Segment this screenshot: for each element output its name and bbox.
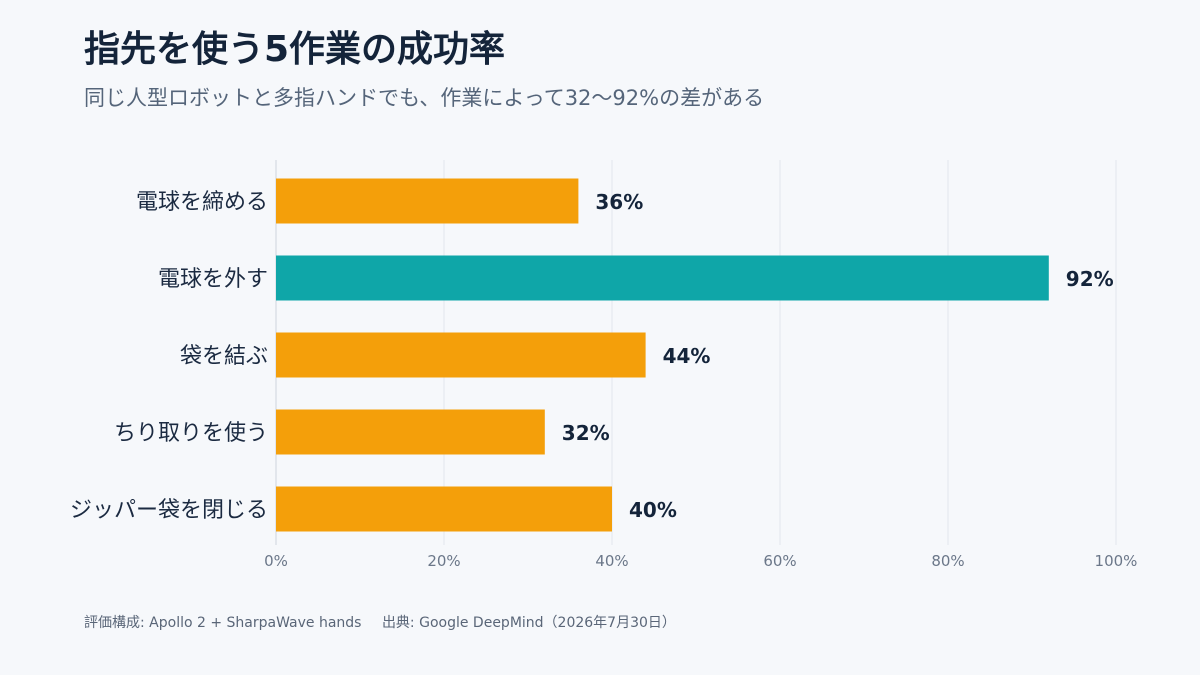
footer-config: 評価構成: Apollo 2 + SharpaWave hands [84, 615, 362, 631]
x-tick-label: 40% [595, 552, 628, 570]
x-tick-label: 80% [931, 552, 964, 570]
value-label: 92% [1066, 267, 1114, 291]
value-label: 32% [562, 421, 610, 445]
category-label: ちり取りを使う [114, 421, 268, 446]
x-tick-label: 0% [264, 552, 288, 570]
value-label: 36% [595, 190, 643, 214]
footer: 評価構成: Apollo 2 + SharpaWave hands 出典: Go… [84, 612, 676, 632]
footer-source: 出典: Google DeepMind（2026年7月30日） [381, 615, 676, 631]
value-label: 40% [629, 498, 677, 522]
x-tick-label: 100% [1095, 552, 1138, 570]
bar [276, 255, 1049, 301]
bar [276, 409, 545, 455]
category-label: 電球を外す [158, 267, 268, 292]
category-label: 電球を締める [136, 190, 268, 215]
x-tick-label: 60% [763, 552, 796, 570]
chart-title: 指先を使う5作業の成功率 [84, 29, 506, 70]
x-tick-label: 20% [427, 552, 460, 570]
bar [276, 178, 579, 224]
category-label: ジッパー袋を閉じる [70, 498, 268, 523]
bar [276, 332, 646, 378]
value-label: 44% [663, 344, 711, 368]
category-label: 袋を結ぶ [180, 344, 268, 369]
bar [276, 486, 612, 532]
chart-subtitle: 同じ人型ロボットと多指ハンドでも、作業によって32〜92%の差がある [84, 86, 765, 110]
